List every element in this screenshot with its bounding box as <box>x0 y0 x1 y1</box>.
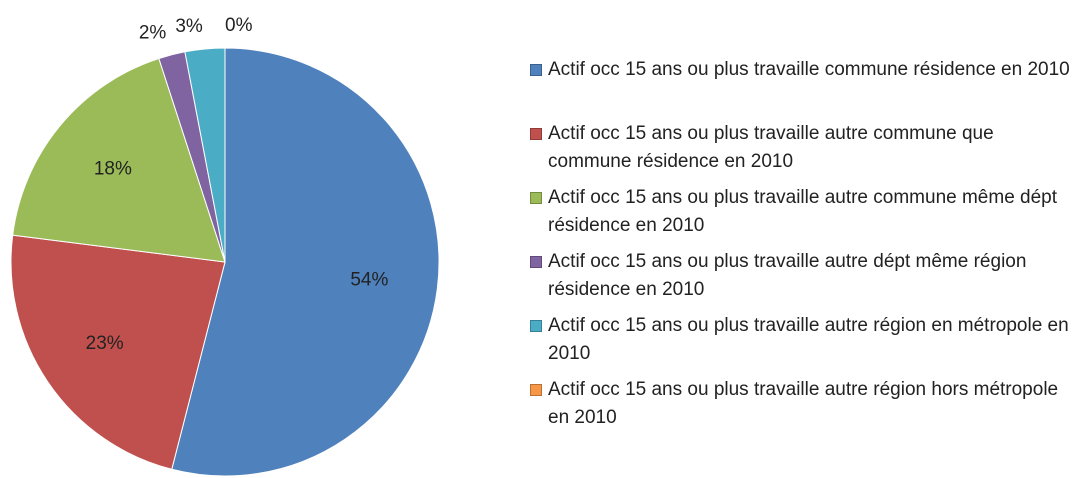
data-label: 23% <box>86 333 124 354</box>
legend-swatch <box>530 256 542 268</box>
legend-label: Actif occ 15 ans ou plus travaille autre… <box>548 379 1059 428</box>
data-label: 54% <box>350 269 388 290</box>
pie-slice <box>12 57 226 263</box>
data-label: 0% <box>225 15 253 36</box>
data-label: 2% <box>139 22 167 43</box>
pie-slice <box>10 234 226 470</box>
chart: 54% 23% 18% 2% 3% 0% <box>10 15 440 477</box>
legend-swatch <box>530 384 542 396</box>
legend-label: Actif occ 15 ans ou plus travaille autre… <box>548 315 1069 364</box>
legend-label: Actif occ 15 ans ou plus travaille autre… <box>548 251 1027 300</box>
legend-entry: Actif occ 15 ans ou plus travaille autre… <box>530 122 1075 186</box>
legend-label: Actif occ 15 ans ou plus travaille autre… <box>548 187 1058 236</box>
legend-swatch <box>530 128 542 140</box>
legend-entry: Actif occ 15 ans ou plus travaille autre… <box>530 378 1075 442</box>
legend-swatch <box>530 64 542 76</box>
legend-label: Actif occ 15 ans ou plus travaille autre… <box>548 123 994 172</box>
legend-entry: Actif occ 15 ans ou plus travaille autre… <box>530 314 1075 378</box>
data-label: 3% <box>175 16 203 37</box>
legend: Actif occ 15 ans ou plus travaille commu… <box>530 58 1075 442</box>
legend-entry: Actif occ 15 ans ou plus travaille autre… <box>530 250 1075 314</box>
legend-entry: Actif occ 15 ans ou plus travaille autre… <box>530 186 1075 250</box>
data-label: 18% <box>94 158 132 179</box>
legend-swatch <box>530 320 542 332</box>
legend-label: Actif occ 15 ans ou plus travaille commu… <box>548 59 1070 80</box>
pie-slice <box>171 47 440 477</box>
legend-swatch <box>530 192 542 204</box>
legend-entry: Actif occ 15 ans ou plus travaille commu… <box>530 58 1075 122</box>
